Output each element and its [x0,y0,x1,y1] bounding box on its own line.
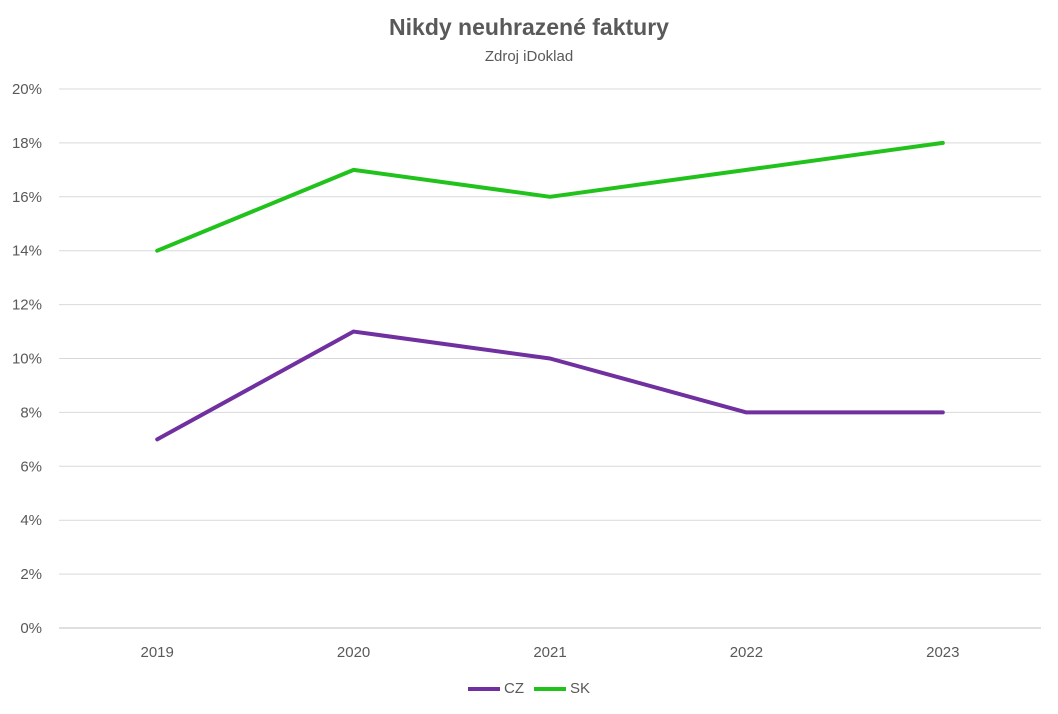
y-tick-label: 2% [20,566,42,583]
legend-swatch [467,686,500,691]
legend-item-sk: SK [533,680,590,697]
x-tick-label: 2021 [533,644,566,661]
series-line-sk [155,140,945,253]
y-tick-label: 20% [12,81,42,98]
y-tick-label: 16% [12,189,42,206]
chart-subtitle: Zdroj iDoklad [484,48,574,65]
y-tick-label: 4% [20,512,42,529]
legend-label: CZ [503,680,524,697]
y-tick-label: 8% [20,404,42,421]
y-tick-label: 6% [20,458,42,475]
legend-item-cz: CZ [467,680,524,697]
legend-swatch [533,686,566,691]
x-tick-label: 2022 [730,644,763,661]
chart-title: Nikdy neuhrazené faktury [389,14,669,40]
chart-legend: CZ SK [0,680,1058,697]
x-tick-label: 2019 [141,644,174,661]
series-line-cz [155,329,945,442]
y-tick-label: 18% [12,135,42,152]
y-tick-label: 0% [20,620,42,637]
y-tick-label: 14% [12,243,42,260]
x-tick-label: 2020 [337,644,370,661]
y-tick-label: 12% [12,297,42,314]
y-tick-label: 10% [12,351,42,368]
x-tick-label: 2023 [926,644,959,661]
legend-label: SK [569,680,590,697]
